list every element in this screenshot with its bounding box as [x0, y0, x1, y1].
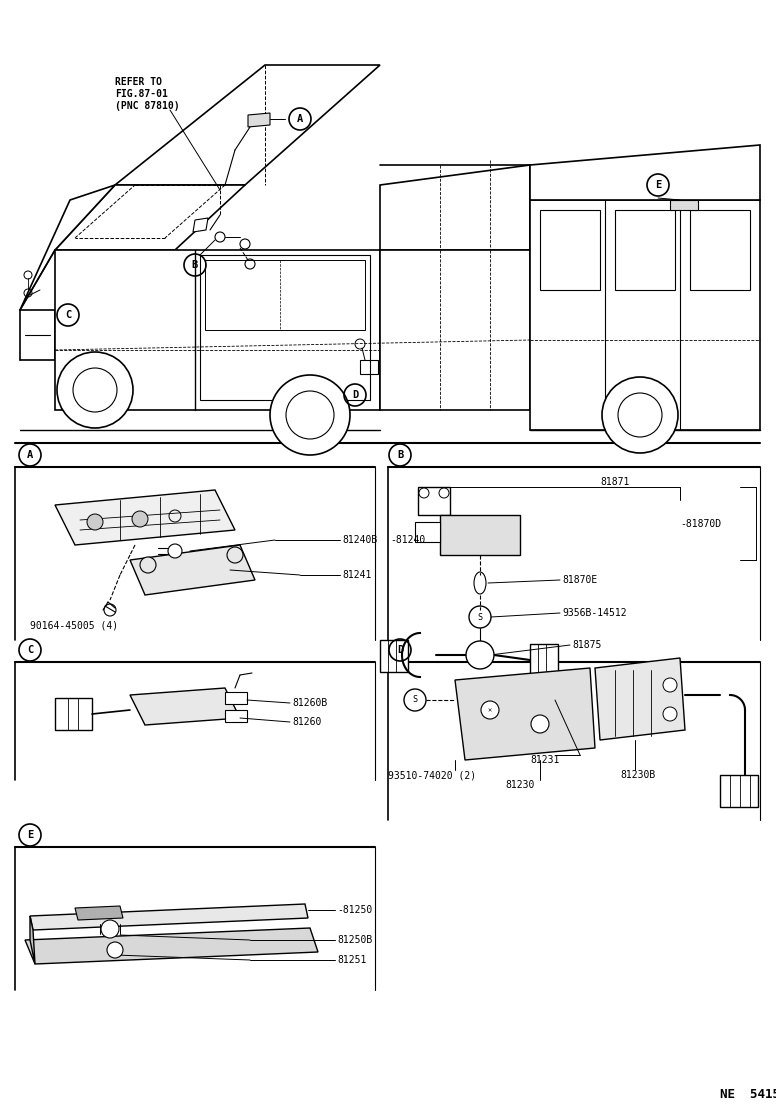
- Text: E: E: [655, 180, 661, 190]
- Text: 93510-74020 (2): 93510-74020 (2): [388, 770, 476, 780]
- Text: 81241: 81241: [342, 570, 372, 580]
- Circle shape: [602, 377, 678, 453]
- Ellipse shape: [474, 572, 486, 594]
- Circle shape: [132, 512, 148, 527]
- Polygon shape: [30, 916, 35, 964]
- Polygon shape: [25, 929, 318, 964]
- Circle shape: [168, 544, 182, 558]
- Polygon shape: [720, 775, 758, 807]
- Circle shape: [87, 514, 103, 530]
- Polygon shape: [530, 145, 760, 200]
- Text: C: C: [65, 310, 71, 320]
- Bar: [360, 360, 378, 374]
- Text: 81870E: 81870E: [562, 575, 598, 585]
- Circle shape: [140, 557, 156, 573]
- Text: 81231: 81231: [530, 755, 559, 765]
- Circle shape: [531, 715, 549, 733]
- Text: 81260: 81260: [292, 717, 321, 727]
- Text: 81251: 81251: [337, 955, 366, 965]
- Polygon shape: [530, 200, 760, 430]
- Text: REFER TO: REFER TO: [115, 77, 162, 87]
- Text: 81230B: 81230B: [620, 770, 655, 780]
- Polygon shape: [380, 250, 530, 410]
- Bar: [415, 522, 440, 542]
- Polygon shape: [130, 688, 240, 725]
- Text: 81260B: 81260B: [292, 698, 327, 708]
- Circle shape: [663, 707, 677, 721]
- Polygon shape: [205, 260, 365, 330]
- Bar: [418, 487, 450, 515]
- Text: 81871: 81871: [600, 477, 629, 487]
- Text: D: D: [397, 645, 403, 655]
- Text: 90164-45005 (4): 90164-45005 (4): [30, 620, 118, 631]
- Circle shape: [466, 641, 494, 669]
- Polygon shape: [200, 255, 370, 400]
- Polygon shape: [540, 210, 600, 290]
- Text: 81875: 81875: [572, 641, 601, 651]
- Circle shape: [227, 547, 243, 563]
- Text: -81870D: -81870D: [680, 519, 721, 529]
- Text: 81230: 81230: [505, 780, 535, 790]
- Polygon shape: [130, 545, 255, 595]
- Circle shape: [57, 353, 133, 428]
- Polygon shape: [55, 698, 92, 729]
- Polygon shape: [55, 250, 380, 410]
- Text: (PNC 87810): (PNC 87810): [115, 101, 179, 111]
- Text: D: D: [352, 390, 359, 400]
- Circle shape: [439, 488, 449, 498]
- Polygon shape: [55, 490, 235, 545]
- Text: FIG.87-01: FIG.87-01: [115, 89, 168, 99]
- Bar: [225, 709, 247, 722]
- Polygon shape: [248, 113, 270, 127]
- Polygon shape: [55, 185, 245, 250]
- Polygon shape: [75, 906, 123, 920]
- Text: -81240: -81240: [390, 535, 425, 545]
- Text: E: E: [27, 830, 33, 840]
- Bar: [670, 200, 698, 210]
- Text: A: A: [27, 450, 33, 460]
- Polygon shape: [595, 658, 685, 739]
- Circle shape: [270, 375, 350, 455]
- Polygon shape: [193, 218, 208, 232]
- Text: 9356B-14512: 9356B-14512: [562, 608, 627, 618]
- Polygon shape: [20, 185, 115, 310]
- Circle shape: [481, 701, 499, 719]
- Text: B: B: [192, 260, 198, 270]
- Text: C: C: [27, 645, 33, 655]
- Circle shape: [101, 920, 119, 939]
- Polygon shape: [380, 165, 530, 250]
- Circle shape: [419, 488, 429, 498]
- Text: B: B: [397, 450, 403, 460]
- Text: 81250B: 81250B: [337, 935, 372, 945]
- Circle shape: [107, 942, 123, 959]
- Circle shape: [663, 678, 677, 692]
- Text: ✕: ✕: [488, 707, 492, 713]
- Polygon shape: [115, 64, 380, 185]
- Text: -81250: -81250: [337, 905, 372, 915]
- Text: S: S: [477, 613, 483, 622]
- Polygon shape: [440, 515, 520, 555]
- Text: NE  5415-8: NE 5415-8: [720, 1089, 776, 1102]
- Text: 81240B: 81240B: [342, 535, 377, 545]
- Polygon shape: [455, 668, 595, 759]
- Text: A: A: [297, 115, 303, 125]
- Polygon shape: [380, 641, 408, 672]
- Bar: [225, 692, 247, 704]
- Polygon shape: [690, 210, 750, 290]
- Polygon shape: [615, 210, 675, 290]
- Polygon shape: [530, 644, 558, 676]
- Text: S: S: [413, 695, 417, 705]
- Polygon shape: [30, 904, 308, 930]
